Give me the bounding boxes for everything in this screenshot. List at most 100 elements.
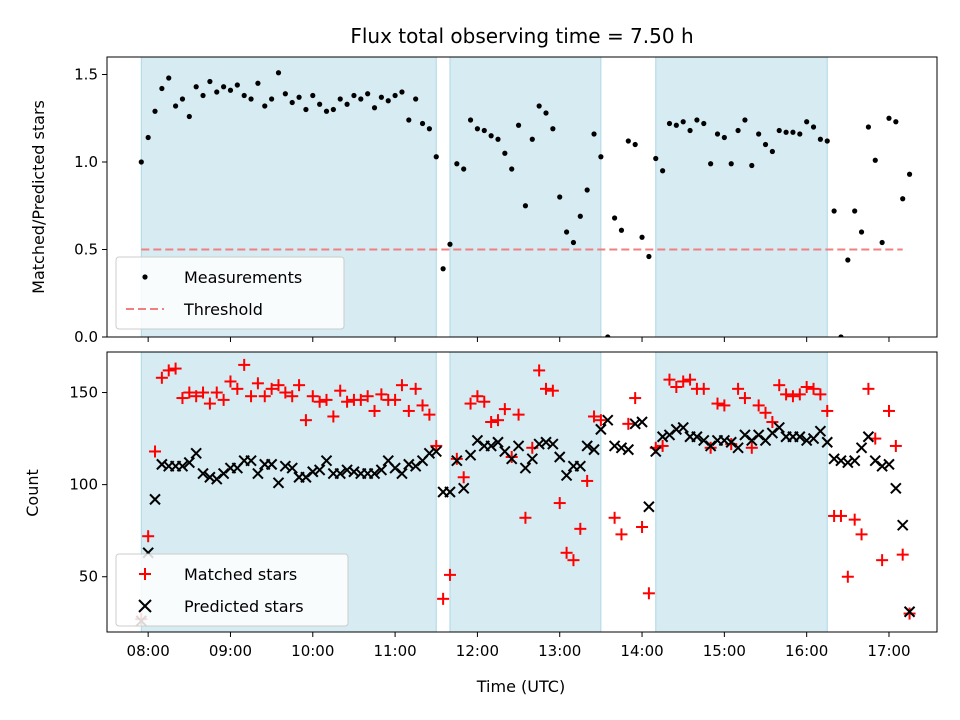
measurement-point (831, 208, 837, 214)
matched-star-point (862, 382, 875, 395)
matched-star-point (642, 587, 655, 600)
measurement-point (735, 127, 741, 134)
measurement-point (515, 122, 522, 128)
measurement-point (612, 215, 618, 221)
measurement-point (701, 120, 707, 127)
matched-star-point (217, 393, 230, 406)
measurement-point (296, 94, 302, 100)
predicted-star-point (190, 447, 202, 460)
matched-star-point (197, 386, 210, 399)
predicted-star-point (368, 467, 381, 480)
measurement-point (269, 96, 275, 102)
predicted-star-point (519, 462, 532, 474)
measurement-point (330, 106, 336, 113)
predicted-star-point (876, 460, 888, 472)
predicted-star-point (547, 438, 559, 450)
matched-star-point (752, 399, 765, 412)
matched-star-point (594, 414, 607, 427)
predicted-star-point (403, 458, 415, 471)
predicted-star-point (492, 436, 504, 448)
legend-marker-+ (139, 568, 151, 580)
measurement-point (179, 96, 186, 102)
predicted-star-point (506, 453, 518, 465)
measurement-point (886, 115, 892, 121)
measurement-point (598, 154, 604, 160)
matched-star-point (231, 382, 244, 395)
measurement-point (605, 334, 611, 337)
predicted-star-point (835, 454, 847, 467)
bottom-legend: Matched stars Predicted stars (115, 553, 349, 627)
x-axis-label: Time (UTC) (476, 677, 565, 696)
predicted-star-point (451, 454, 463, 467)
matched-star-point (402, 404, 415, 417)
top-y-tick-label: 1.5 (74, 66, 98, 84)
measurement-point (426, 126, 432, 132)
matched-star-point (546, 384, 559, 397)
predicted-star-point (643, 501, 655, 513)
measurement-point (344, 101, 350, 107)
measurement-point (852, 208, 858, 214)
matched-star-point (272, 379, 285, 392)
measurement-point (522, 203, 529, 209)
measurement-point (481, 127, 487, 134)
bottom-y-tick-label: 50 (79, 568, 98, 586)
top-y-tick-label: 1.0 (74, 153, 98, 171)
predicted-star-point (197, 467, 209, 480)
matched-star-point (889, 439, 902, 452)
matched-star-point (313, 395, 326, 408)
matched-star-point (169, 362, 182, 375)
matched-star-point (876, 554, 889, 567)
matched-star-point (704, 441, 717, 454)
measurement-point (419, 120, 426, 127)
matched-star-point (581, 474, 594, 487)
measurement-point (262, 103, 268, 109)
predicted-star-point (272, 477, 285, 489)
predicted-star-point (457, 482, 470, 495)
top-legend: Measurements Threshold (115, 256, 345, 330)
predicted-star-point (485, 440, 497, 452)
matched-star-point (780, 388, 793, 401)
matched-star-point (807, 382, 820, 395)
predicted-star-point (581, 440, 593, 452)
measurement-point (337, 96, 343, 102)
measurement-point (172, 103, 179, 109)
matched-star-point (142, 530, 155, 543)
measurement-point (728, 161, 734, 167)
matched-star-point (855, 528, 868, 541)
measurement-point (323, 108, 330, 114)
top-frame (106, 56, 938, 338)
predicted-star-point (718, 434, 731, 447)
measurement-point (687, 127, 693, 134)
measurement-point (879, 239, 885, 246)
measurement-point (557, 194, 563, 200)
measurement-point (790, 129, 796, 135)
measurement-point (804, 119, 810, 125)
measurement-point (289, 99, 295, 106)
predicted-star-point (279, 460, 292, 472)
predicted-star-point (903, 606, 916, 618)
measurement-point (618, 227, 625, 233)
legend-label: Measurements (184, 268, 302, 287)
matched-star-point (684, 373, 697, 386)
matched-star-point (759, 406, 772, 419)
matched-star-point (430, 439, 443, 452)
predicted-star-point (512, 440, 525, 452)
predicted-star-point (602, 414, 614, 426)
x-tick-label: 12:00 (456, 642, 499, 660)
matched-star-point (176, 392, 189, 405)
measurement-point (221, 84, 227, 90)
predicted-star-point (842, 456, 854, 469)
matched-star-point (368, 404, 381, 417)
predicted-star-point (533, 438, 545, 450)
predicted-star-point (334, 467, 346, 480)
measurement-point (660, 168, 666, 174)
measurement-point (214, 89, 220, 95)
matched-star-point (608, 511, 621, 524)
matched-star-point (491, 414, 504, 427)
measurement-point (577, 213, 583, 219)
matched-star-point (457, 471, 470, 484)
matched-star-point (793, 388, 806, 401)
measurement-point (721, 134, 727, 141)
matched-star-point (293, 379, 306, 392)
matched-star-point (773, 379, 786, 392)
